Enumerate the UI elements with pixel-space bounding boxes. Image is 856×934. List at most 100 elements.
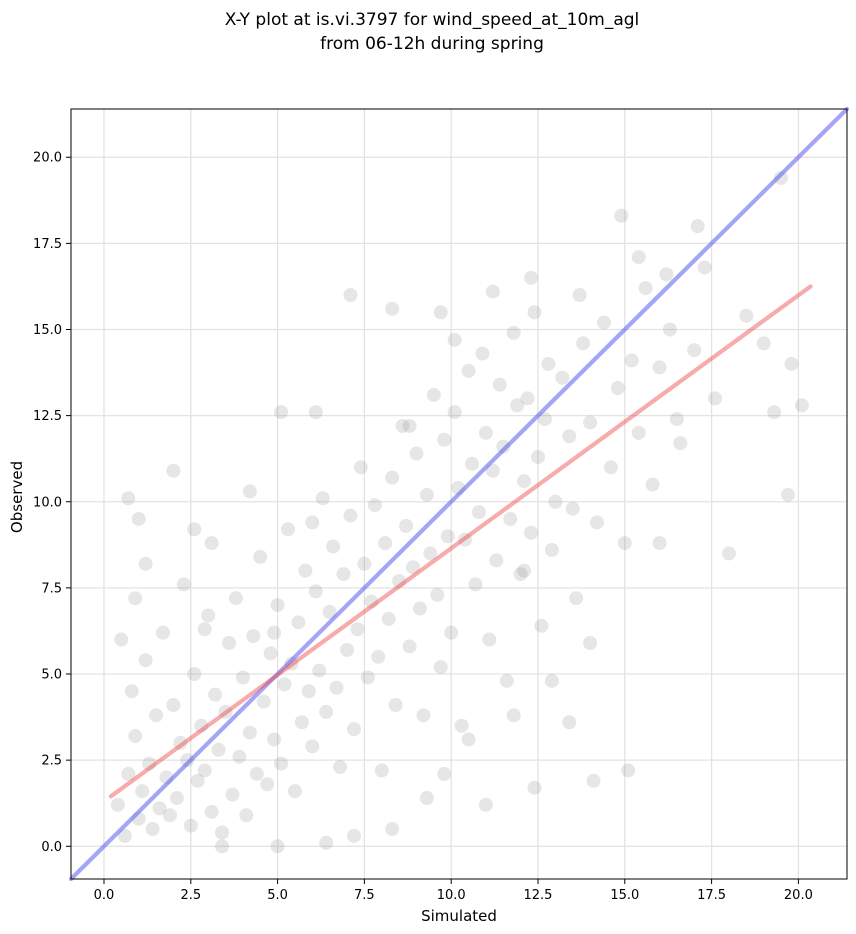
scatter-point — [242, 725, 257, 740]
scatter-point — [287, 784, 302, 799]
scatter-point — [149, 708, 164, 723]
regression-lines — [68, 106, 850, 882]
scatter-point — [475, 346, 490, 361]
scatter-point — [513, 567, 528, 582]
scatter-point — [756, 336, 771, 351]
scatter-point — [162, 808, 177, 823]
scatter-point — [537, 412, 552, 427]
x-tick-label: 20.0 — [784, 888, 813, 903]
scatter-point — [225, 787, 240, 802]
scatter-point — [235, 670, 250, 685]
x-tick-label: 10.0 — [437, 888, 466, 903]
scatter-point — [364, 594, 379, 609]
scatter-point — [576, 336, 591, 351]
scatter-point — [239, 808, 254, 823]
scatter-point — [291, 615, 306, 630]
scatter-point — [128, 591, 143, 606]
scatter-point — [527, 305, 542, 320]
scatter-point — [426, 387, 441, 402]
scatter-point — [419, 791, 434, 806]
scatter-point — [517, 563, 532, 578]
scatter-point — [260, 777, 275, 792]
scatter-point — [270, 598, 285, 613]
scatter-point — [586, 773, 601, 788]
scatter-point — [447, 405, 462, 420]
scatter-point — [346, 722, 361, 737]
scatter-point — [197, 763, 212, 778]
scatter-point — [687, 343, 702, 358]
scatter-point — [180, 753, 195, 768]
scatter-point — [489, 553, 504, 568]
scatter-point — [246, 629, 261, 644]
scatter-point — [131, 511, 146, 526]
scatter-point — [617, 536, 632, 551]
scatter-point — [471, 505, 486, 520]
scatter-point — [211, 742, 226, 757]
y-tick-label: 20.0 — [33, 151, 62, 166]
scatter-point — [610, 381, 625, 396]
scatter-point — [517, 474, 532, 489]
x-tick-label: 17.5 — [697, 888, 726, 903]
scatter-point — [794, 398, 809, 413]
scatter-point — [555, 370, 570, 385]
scatter-point — [767, 405, 782, 420]
scatter-point — [430, 587, 445, 602]
scatter-point — [721, 546, 736, 561]
scatter-point — [524, 525, 539, 540]
scatter-point — [784, 356, 799, 371]
x-tick-label: 7.5 — [354, 888, 375, 903]
scatter-point — [708, 391, 723, 406]
scatter-point — [614, 208, 629, 223]
scatter-point — [631, 425, 646, 440]
scatter-point — [312, 663, 327, 678]
scatter-point — [281, 522, 296, 537]
scatter-point — [135, 784, 150, 799]
scatter-point — [565, 501, 580, 516]
scatter-point — [277, 677, 292, 692]
scatter-point — [371, 649, 386, 664]
scatter-point — [215, 839, 230, 854]
scatter-point — [590, 515, 605, 530]
scatter-point — [267, 625, 282, 640]
x-tick-label: 0.0 — [94, 888, 115, 903]
scatter-point — [583, 415, 598, 430]
scatter-point — [662, 322, 677, 337]
scatter-point — [322, 604, 337, 619]
scatter-point — [138, 556, 153, 571]
scatter-point — [343, 508, 358, 523]
y-tick-label: 10.0 — [33, 495, 62, 510]
x-axis-label: Simulated — [421, 907, 497, 925]
scatter-point — [218, 704, 233, 719]
scatter-point — [121, 766, 136, 781]
scatter-point — [399, 518, 414, 533]
scatter-point — [187, 667, 202, 682]
scatter-point — [346, 828, 361, 843]
scatter-point — [468, 577, 483, 592]
scatter-point — [183, 818, 198, 833]
scatter-point — [385, 470, 400, 485]
scatter-point — [204, 804, 219, 819]
y-tick-label: 12.5 — [33, 409, 62, 424]
scatter-point — [423, 546, 438, 561]
scatter-point — [739, 308, 754, 323]
scatter-point — [215, 825, 230, 840]
scatter-point — [336, 567, 351, 582]
scatter-point — [697, 260, 712, 275]
scatter-point — [780, 487, 795, 502]
y-tick-label: 2.5 — [41, 754, 62, 769]
scatter-point — [392, 573, 407, 588]
scatter-point — [402, 418, 417, 433]
scatter-point — [333, 760, 348, 775]
plot-area — [70, 108, 848, 880]
scatter-point — [524, 270, 539, 285]
scatter-point — [548, 494, 563, 509]
scatter-point — [319, 704, 334, 719]
scatter-point — [478, 425, 493, 440]
scatter-point — [774, 170, 789, 185]
scatter-point — [562, 429, 577, 444]
chart-subtitle: from 06-12h during spring — [320, 34, 544, 54]
scatter-point — [562, 715, 577, 730]
scatter-point — [124, 684, 139, 699]
scatter-point — [274, 756, 289, 771]
scatter-point — [433, 305, 448, 320]
